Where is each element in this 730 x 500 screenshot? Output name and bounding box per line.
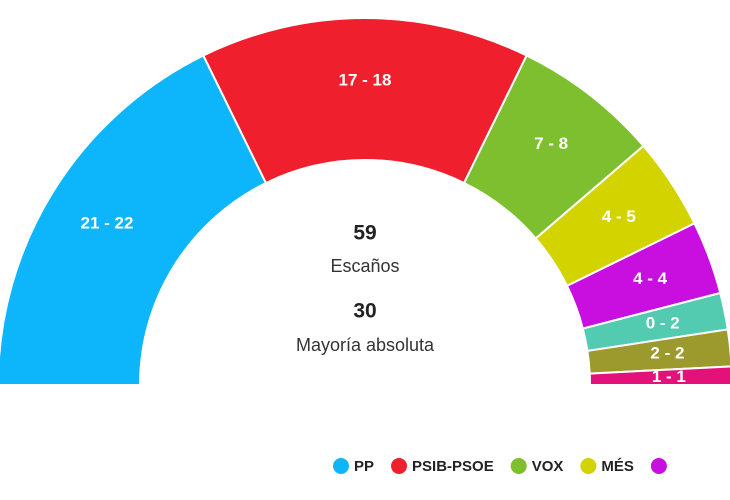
segment-label: 17 - 18: [339, 70, 392, 89]
legend-label: PP: [354, 458, 374, 475]
legend-dot: [650, 458, 667, 474]
segment-label: 4 - 5: [602, 207, 636, 226]
legend-label: MÉS: [601, 458, 634, 475]
segment-label: 4 - 4: [633, 269, 668, 288]
seat-segment: [0, 54, 268, 386]
majority: 30: [353, 300, 376, 323]
segment-label: 2 - 2: [650, 344, 684, 363]
segment-label: 0 - 2: [646, 313, 680, 332]
seats-label: Escaños: [330, 256, 399, 276]
seat-segment: [588, 365, 730, 386]
legend-label: PSIB-PSOE: [412, 458, 494, 475]
majority-label: Mayoría absoluta: [296, 335, 435, 355]
legend-dot: [510, 458, 527, 474]
segment-label: 1 - 1: [652, 367, 686, 386]
seats-total: 59: [353, 222, 376, 245]
segment-label: 7 - 8: [534, 134, 568, 153]
segment-label: 21 - 22: [81, 214, 134, 233]
legend-dot: [391, 458, 408, 474]
legend-label: VOX: [532, 458, 564, 475]
legend-dot: [333, 458, 349, 474]
legend-dot: [580, 458, 597, 474]
